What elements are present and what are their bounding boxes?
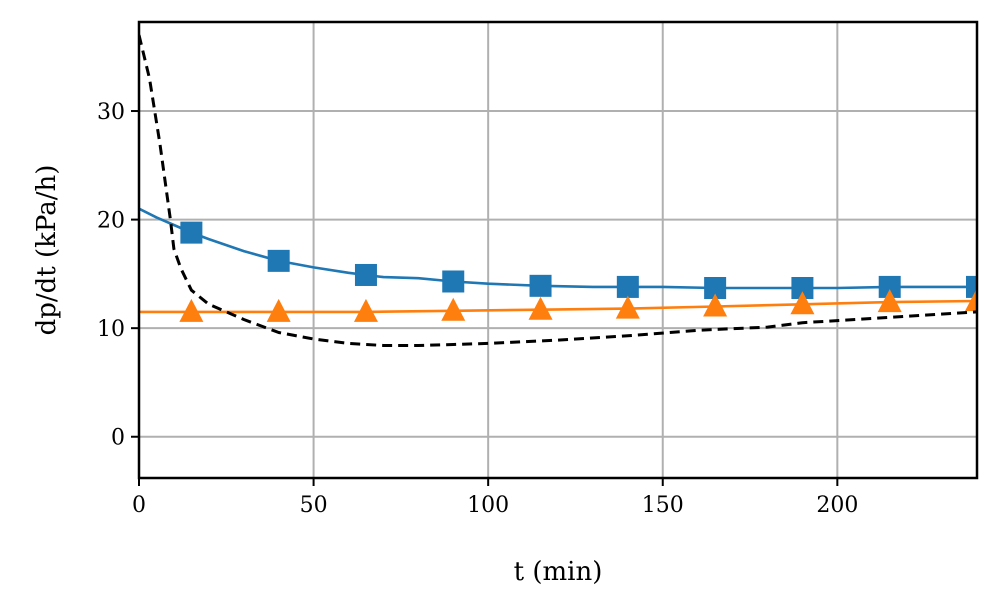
series-2-point (441, 297, 466, 321)
series-2-line (139, 299, 977, 314)
grid (138, 22, 977, 478)
y-tick-label: 0 (111, 426, 125, 451)
series-1-point (878, 275, 901, 298)
series-2-point (877, 289, 902, 313)
plot-frame (137, 20, 979, 480)
x-tick-label: 150 (642, 493, 684, 518)
series-2-point (528, 296, 553, 320)
series-1-point (267, 249, 290, 272)
series-1-point (442, 270, 465, 293)
series-2-point (353, 298, 378, 322)
y-axis-label: dp/dt (kPa/h) (32, 165, 62, 336)
y-tick-label: 20 (97, 209, 125, 234)
series-3-line (139, 34, 977, 347)
y-tick-label: 10 (97, 317, 125, 342)
series-1-point (704, 277, 727, 299)
x-tick-label: 200 (816, 493, 858, 518)
x-tick-label: 0 (132, 493, 146, 518)
series-layer (139, 34, 977, 347)
series-1-point (791, 277, 814, 299)
series-2-point (790, 291, 815, 315)
series-2-point (703, 293, 728, 317)
series-1-point (529, 274, 552, 297)
series-2-point (615, 295, 640, 319)
x-tick-label: 100 (467, 493, 509, 518)
ticks: 0 50 100 150 200 0 10 20 30 (97, 100, 858, 518)
series-1-point (354, 263, 377, 286)
series-2-point (266, 298, 291, 322)
series-2-point (965, 288, 977, 312)
series-2-point (179, 298, 204, 322)
x-tick-label: 50 (300, 493, 328, 518)
y-tick-label: 30 (97, 100, 125, 125)
x-axis-label: t (min) (514, 557, 603, 587)
series-1-point (180, 221, 203, 244)
series-1-point (616, 275, 639, 298)
series-1-point (966, 275, 977, 298)
